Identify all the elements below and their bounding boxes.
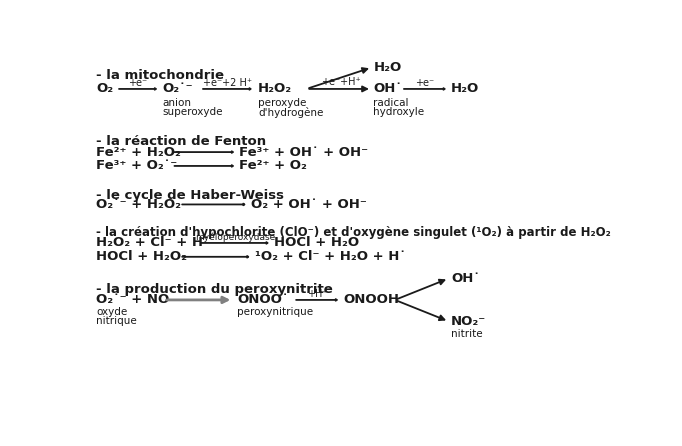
Text: radical: radical [374, 98, 409, 108]
Text: H₂O₂: H₂O₂ [258, 83, 292, 95]
Text: NO₂⁻: NO₂⁻ [451, 315, 486, 328]
Text: - la mitochondrie: - la mitochondrie [96, 69, 224, 82]
Text: +e⁻+H⁺: +e⁻+H⁺ [321, 77, 361, 87]
Text: Fe³⁺ + OH˙ + OH⁻: Fe³⁺ + OH˙ + OH⁻ [239, 145, 368, 159]
Text: O₂˙⁻ + NO: O₂˙⁻ + NO [96, 293, 169, 306]
Text: HOCl + H₂O: HOCl + H₂O [274, 236, 359, 249]
Text: anion: anion [162, 98, 192, 108]
Text: O₂˙⁻ + H₂O₂: O₂˙⁻ + H₂O₂ [96, 198, 181, 211]
Text: nitrique: nitrique [96, 317, 137, 326]
Text: Fe²⁺ + H₂O₂: Fe²⁺ + H₂O₂ [96, 145, 181, 159]
Text: +e⁻: +e⁻ [128, 78, 147, 88]
Text: H₂O: H₂O [374, 61, 402, 74]
Text: HOCl + H₂O₂: HOCl + H₂O₂ [96, 250, 187, 263]
Text: O₂: O₂ [96, 83, 113, 95]
Text: OH˙: OH˙ [451, 272, 480, 285]
Text: hydroxyle: hydroxyle [374, 107, 424, 117]
Text: OH˙: OH˙ [374, 83, 402, 95]
Text: O₂˙⁻: O₂˙⁻ [162, 83, 193, 95]
Text: - la production du peroxynitrite: - la production du peroxynitrite [96, 283, 333, 296]
Text: nitrite: nitrite [451, 329, 483, 339]
Text: ONOO˙: ONOO˙ [237, 293, 288, 306]
Text: peroxyde: peroxyde [258, 98, 306, 108]
Text: H₂O: H₂O [451, 83, 479, 95]
Text: oxyde: oxyde [96, 307, 128, 317]
Text: +H⁺: +H⁺ [307, 289, 327, 299]
Text: ¹O₂ + Cl⁻ + H₂O + H˙: ¹O₂ + Cl⁻ + H₂O + H˙ [255, 250, 406, 263]
Text: Fe³⁺ + O₂˙⁻: Fe³⁺ + O₂˙⁻ [96, 159, 177, 173]
Text: peroxynitrique: peroxynitrique [237, 307, 313, 317]
Text: superoxyde: superoxyde [162, 107, 223, 117]
Text: - le cycle de Haber-Weiss: - le cycle de Haber-Weiss [96, 189, 284, 202]
Text: +e⁻: +e⁻ [415, 78, 434, 88]
Text: ONOOH: ONOOH [343, 293, 400, 306]
Text: O₂ + OH˙ + OH⁻: O₂ + OH˙ + OH⁻ [251, 198, 367, 211]
Text: - la réaction de Fenton: - la réaction de Fenton [96, 135, 266, 148]
Text: +e⁻+2 H⁺: +e⁻+2 H⁺ [203, 78, 252, 88]
Text: Fe²⁺ + O₂: Fe²⁺ + O₂ [239, 159, 308, 173]
Text: myéloperoxydase: myéloperoxydase [194, 232, 275, 242]
Text: H₂O₂ + Cl⁻ + H˙: H₂O₂ + Cl⁻ + H˙ [96, 236, 209, 249]
Text: d'hydrogène: d'hydrogène [258, 107, 323, 118]
Text: - la création d'hypochlorite (ClO⁻) et d'oxygène singulet (¹O₂) à partir de H₂O₂: - la création d'hypochlorite (ClO⁻) et d… [96, 226, 611, 239]
